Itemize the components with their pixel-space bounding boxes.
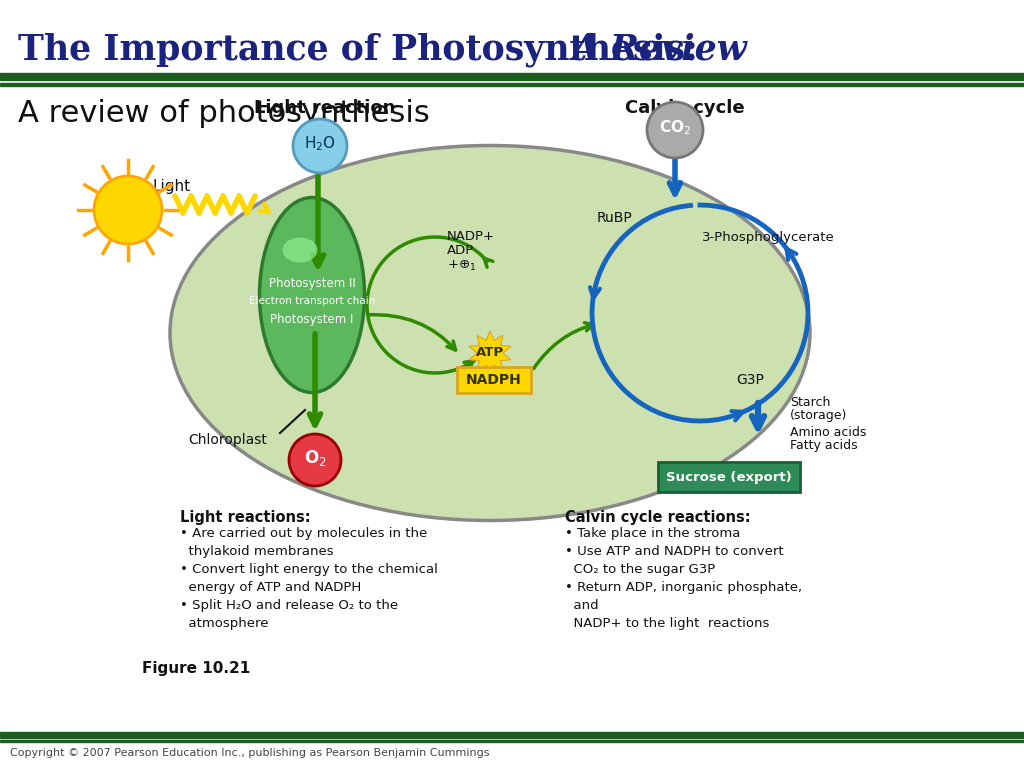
Text: Sucrose (export): Sucrose (export) <box>667 471 792 484</box>
FancyBboxPatch shape <box>658 462 800 492</box>
Text: NADP+: NADP+ <box>447 230 495 243</box>
Ellipse shape <box>283 237 317 263</box>
Text: NADPH: NADPH <box>466 373 522 387</box>
Text: Photosystem II: Photosystem II <box>268 276 355 290</box>
Bar <box>0 73 1024 80</box>
Circle shape <box>647 102 703 158</box>
Text: Amino acids: Amino acids <box>790 425 866 439</box>
Text: Light reactions:: Light reactions: <box>180 510 310 525</box>
Text: 3-Phosphoglycerate: 3-Phosphoglycerate <box>701 231 835 244</box>
Ellipse shape <box>170 145 810 521</box>
Text: ADP: ADP <box>447 244 474 257</box>
FancyBboxPatch shape <box>457 367 531 393</box>
Text: +$\mathregular{\oplus}$$_1$: +$\mathregular{\oplus}$$_1$ <box>447 259 476 273</box>
Text: • Are carried out by molecules in the
  thylakoid membranes
• Convert light ener: • Are carried out by molecules in the th… <box>180 527 438 630</box>
Text: ATP: ATP <box>476 346 504 359</box>
Text: (storage): (storage) <box>790 409 848 422</box>
Text: Chloroplast: Chloroplast <box>188 433 267 447</box>
Text: Copyright © 2007 Pearson Education Inc., publishing as Pearson Benjamin Cummings: Copyright © 2007 Pearson Education Inc.,… <box>10 748 489 758</box>
Bar <box>0 732 1024 738</box>
Bar <box>0 83 1024 86</box>
Text: Calvin cycle: Calvin cycle <box>626 99 744 117</box>
Text: H$_2$O: H$_2$O <box>304 134 336 154</box>
Text: A review of photosynthesis: A review of photosynthesis <box>18 98 430 127</box>
Ellipse shape <box>259 197 365 392</box>
Text: O$_2$: O$_2$ <box>304 448 327 468</box>
Circle shape <box>293 119 347 173</box>
Polygon shape <box>469 331 511 375</box>
Text: G3P: G3P <box>736 373 764 387</box>
Circle shape <box>289 434 341 486</box>
Text: Starch: Starch <box>790 396 830 409</box>
Text: Photosystem I: Photosystem I <box>270 313 353 326</box>
Text: CO$_2$: CO$_2$ <box>659 118 691 137</box>
Text: Figure 10.21: Figure 10.21 <box>142 660 250 676</box>
Text: Light: Light <box>152 178 190 194</box>
Text: Electron transport chain: Electron transport chain <box>249 296 375 306</box>
Text: Light reaction: Light reaction <box>254 99 395 117</box>
Text: The Importance of Photosynthesis:: The Importance of Photosynthesis: <box>18 33 710 68</box>
Text: Fatty acids: Fatty acids <box>790 439 858 452</box>
Bar <box>0 740 1024 742</box>
Text: • Take place in the stroma
• Use ATP and NADPH to convert
  CO₂ to the sugar G3P: • Take place in the stroma • Use ATP and… <box>565 527 802 630</box>
Text: Calvin cycle reactions:: Calvin cycle reactions: <box>565 510 751 525</box>
Text: RuBP: RuBP <box>596 211 632 225</box>
Circle shape <box>94 176 162 244</box>
Text: A Review: A Review <box>572 33 748 67</box>
